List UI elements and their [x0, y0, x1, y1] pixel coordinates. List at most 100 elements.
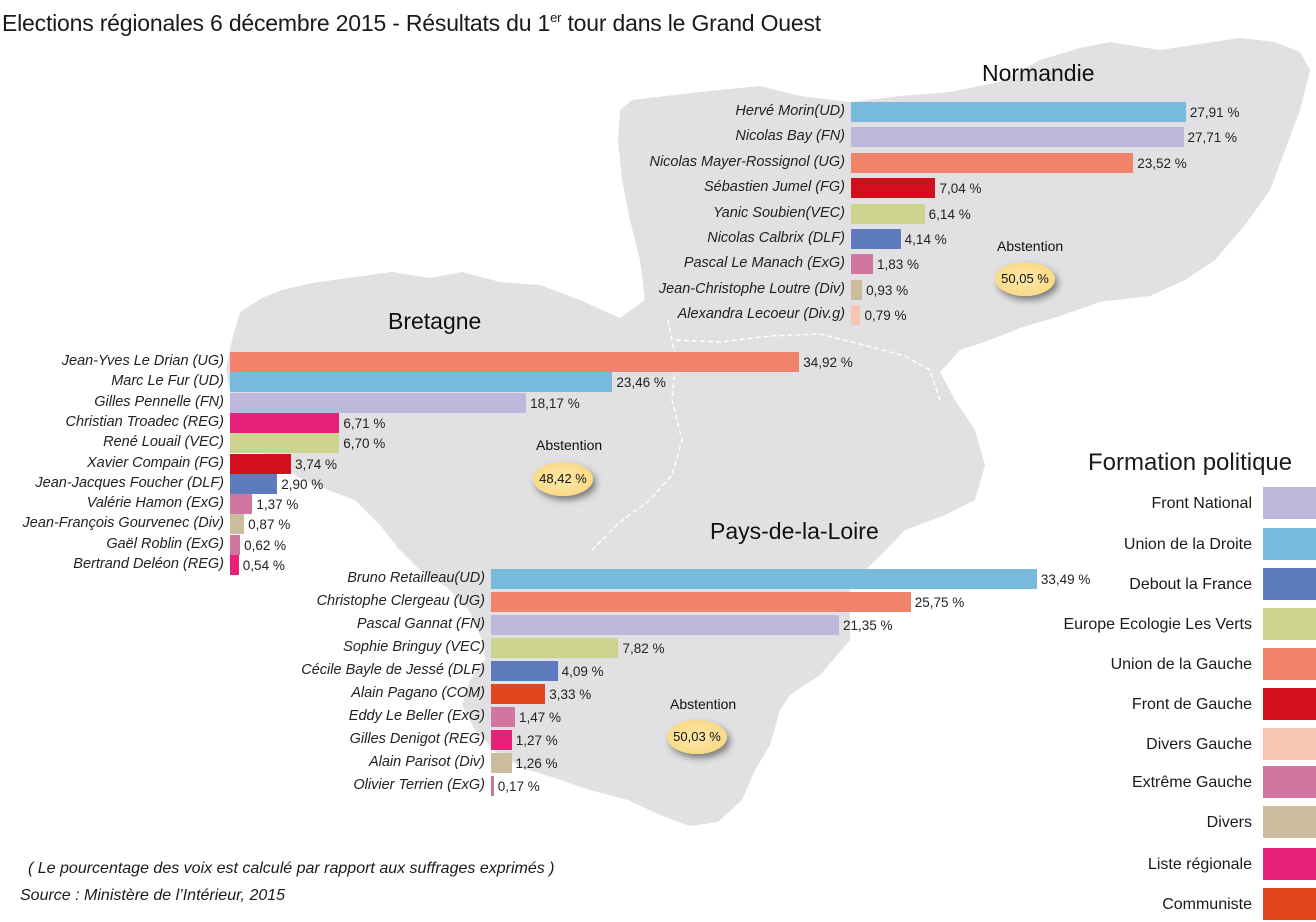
bar — [230, 534, 241, 555]
legend-label: Divers Gauche — [1146, 736, 1252, 753]
legend-item: Divers Gauche — [1000, 728, 1316, 762]
bar — [491, 592, 911, 612]
candidate-label: Jean-Jacques Foucher (DLF) — [35, 474, 224, 491]
bar — [491, 707, 515, 727]
bar — [851, 254, 873, 275]
value-label: 0,54 % — [242, 558, 285, 573]
abstention-badge: 50,03 % — [667, 720, 727, 754]
legend-item: Union de la Droite — [1000, 528, 1316, 562]
value-label: 0,79 % — [864, 308, 907, 324]
legend-item: Extrême Gauche — [1000, 766, 1316, 800]
candidate-label: Nicolas Calbrix (DLF) — [707, 230, 845, 246]
value-label: 0,93 % — [866, 282, 909, 298]
candidate-label: Jean-François Gourvenec (Div) — [22, 515, 224, 532]
region-title-normandie: Normandie — [982, 60, 1095, 86]
candidate-label: Xavier Compain (FG) — [87, 454, 224, 471]
legend-label: Liste régionale — [1147, 856, 1252, 873]
value-label: 1,47 % — [518, 710, 561, 725]
legend-swatch — [1263, 568, 1316, 600]
bar — [230, 372, 613, 393]
candidate-label: Yanic Soubien(VEC) — [713, 204, 845, 221]
legend-item: Debout la France — [1000, 568, 1316, 602]
value-label: 3,74 % — [294, 456, 337, 472]
region-border-normandie — [675, 333, 941, 401]
legend-label: Front de Gauche — [1131, 696, 1252, 713]
candidate-label: Olivier Terrien (ExG) — [353, 777, 485, 793]
abstention-badge: 50,05 % — [995, 262, 1055, 296]
legend-item: Liste régionale — [1000, 848, 1316, 882]
value-label: 3,33 % — [549, 687, 592, 702]
value-label: 0,87 % — [248, 517, 291, 533]
value-label: 18,17 % — [530, 395, 580, 411]
footnote: ( Le pourcentage des voix est calculé pa… — [28, 860, 555, 877]
candidate-label: Christophe Clergeau (UG) — [316, 593, 485, 609]
bar — [851, 305, 861, 326]
value-label: 1,27 % — [515, 733, 558, 748]
candidate-label: Alexandra Lecoeur (Div.g) — [677, 306, 845, 323]
abstention-label: Abstention — [997, 238, 1064, 254]
bar — [851, 203, 925, 224]
legend-item: Communiste — [1000, 888, 1316, 922]
legend-swatch — [1263, 608, 1316, 640]
legend-swatch — [1263, 766, 1316, 798]
candidate-label: Gilles Pennelle (FN) — [94, 393, 224, 410]
region-title-pays-de-la-loire: Pays-de-la-Loire — [710, 518, 879, 544]
legend-swatch — [1263, 728, 1316, 760]
candidate-label: Pascal Le Manach (ExG) — [683, 255, 845, 272]
bar — [851, 152, 1134, 173]
value-label: 34,92 % — [803, 355, 853, 370]
bar — [491, 730, 512, 750]
value-label: 7,82 % — [622, 641, 665, 656]
legend-item: Front National — [1000, 487, 1316, 521]
legend-swatch — [1263, 528, 1316, 560]
value-label: 1,83 % — [876, 257, 919, 273]
legend-label: Divers — [1206, 814, 1252, 831]
bar — [230, 392, 527, 413]
bar — [491, 661, 558, 681]
value-label: 1,37 % — [256, 497, 299, 513]
legend-swatch — [1263, 888, 1316, 920]
chart-title: Elections régionales 6 décembre 2015 - R… — [2, 10, 821, 36]
candidate-label: Nicolas Mayer-Rossignol (UG) — [649, 153, 845, 170]
legend-swatch — [1263, 688, 1316, 720]
candidate-label: Christian Troadec (REG) — [65, 413, 224, 430]
candidate-label: Marc Le Fur (UD) — [111, 373, 224, 390]
value-label: 21,35 % — [843, 618, 893, 633]
candidate-label: Gaël Roblin (ExG) — [106, 535, 224, 552]
bar — [230, 352, 800, 372]
candidate-label: Bertrand Deléon (REG) — [73, 556, 224, 572]
bar — [851, 102, 1186, 122]
candidate-label: Alain Pagano (COM) — [351, 685, 485, 701]
candidate-label: Sophie Bringuy (VEC) — [343, 639, 485, 655]
value-label: 27,71 % — [1187, 130, 1238, 146]
legend-label: Front National — [1151, 495, 1253, 512]
legend-label: Extrême Gauche — [1131, 774, 1252, 791]
value-label: 6,70 % — [343, 436, 386, 452]
candidate-label: Gilles Denigot (REG) — [349, 731, 485, 747]
bar — [491, 753, 512, 773]
legend-swatch — [1263, 487, 1316, 519]
value-label: 6,71 % — [343, 415, 386, 431]
legend-label: Union de la Gauche — [1110, 656, 1252, 673]
abstention-badge: 48,42 % — [533, 462, 593, 496]
bar — [851, 178, 936, 199]
value-label: 33,49 % — [1040, 572, 1091, 587]
legend-swatch — [1263, 806, 1316, 838]
bar — [230, 412, 340, 433]
bar — [230, 453, 291, 474]
legend-item: Divers — [1000, 806, 1316, 840]
bar — [851, 127, 1184, 148]
bar — [491, 638, 619, 658]
candidate-label: Hervé Morin(UD) — [735, 103, 845, 119]
bar — [851, 279, 863, 300]
bar — [230, 433, 340, 454]
value-label: 23,46 % — [616, 375, 666, 391]
candidate-label: Nicolas Bay (FN) — [735, 128, 845, 145]
value-label: 6,14 % — [928, 206, 971, 222]
candidate-label: Valérie Hamon (ExG) — [86, 495, 224, 512]
candidate-label: Sébastien Jumel (FG) — [703, 179, 845, 196]
value-label: 23,52 % — [1137, 155, 1187, 171]
candidate-label: Pascal Gannat (FN) — [356, 616, 485, 632]
legend-swatch — [1263, 848, 1316, 880]
legend-item: Union de la Gauche — [1000, 648, 1316, 682]
